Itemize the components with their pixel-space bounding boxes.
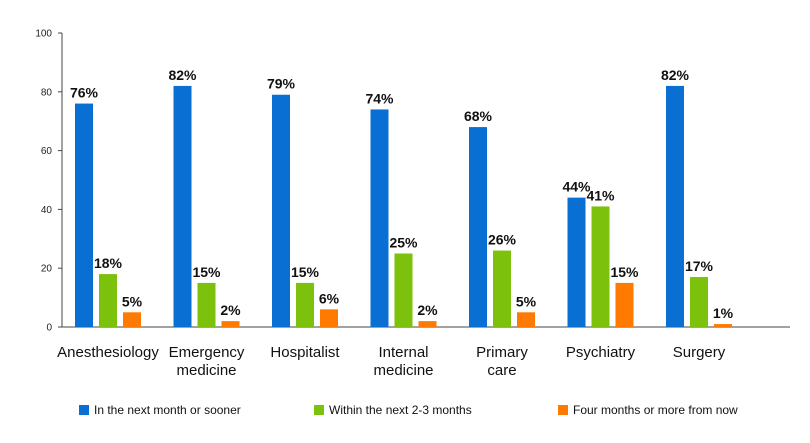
bar	[517, 312, 535, 327]
bars	[75, 85, 732, 328]
bar	[320, 309, 338, 327]
bar	[370, 109, 389, 327]
category-label: Primary care	[476, 344, 528, 379]
bar	[197, 282, 216, 327]
category-label: Hospitalist	[270, 344, 340, 361]
data-label: 5%	[122, 293, 143, 309]
data-label: 5%	[516, 293, 537, 309]
y-tick-label: 60	[41, 146, 53, 157]
y-tick-label: 40	[41, 205, 53, 216]
bar	[173, 85, 192, 327]
data-label: 17%	[685, 258, 714, 274]
bar	[394, 253, 413, 327]
data-label: 76%	[70, 85, 99, 101]
bar	[469, 127, 487, 327]
bar	[296, 282, 314, 327]
bar	[690, 277, 708, 327]
category-label: Anesthesiology	[57, 344, 159, 361]
data-label: 44%	[562, 179, 591, 195]
category-label: Psychiatry	[566, 344, 636, 361]
y-axis-ticks: 0 20 40 60 80 100	[35, 29, 62, 334]
category-label: Emergency medicine	[169, 344, 245, 379]
data-label: 15%	[610, 264, 639, 280]
bar	[567, 197, 586, 327]
legend-swatch	[79, 405, 89, 415]
data-label: 82%	[168, 67, 197, 83]
legend-swatch	[558, 405, 568, 415]
data-label: 82%	[661, 67, 690, 83]
category-labels: Anesthesiology Emergency medicine Hospitali…	[57, 344, 726, 379]
y-tick-label: 20	[41, 264, 53, 275]
data-label: 25%	[389, 235, 418, 251]
data-labels: 76% 18% 5% 82% 15% 2% 79% 15% 6% 74% 25% 2% 68% 26% 5%…	[70, 67, 734, 321]
data-label: 79%	[267, 76, 296, 92]
bar	[615, 282, 634, 327]
category-label: Surgery	[673, 344, 726, 361]
y-tick-label: 80	[41, 87, 53, 98]
data-label: 15%	[291, 264, 320, 280]
bar	[272, 94, 290, 328]
data-label: 15%	[192, 264, 221, 280]
data-label: 68%	[464, 108, 493, 124]
data-label: 26%	[488, 232, 517, 248]
bar	[591, 206, 610, 327]
y-tick-label: 0	[46, 323, 52, 334]
legend: In the next month or sooner Within the ne…	[79, 403, 738, 417]
bar	[99, 274, 117, 327]
data-label: 2%	[417, 302, 438, 318]
category-label: Internal medicine	[373, 344, 433, 379]
data-label: 41%	[586, 187, 615, 203]
legend-label: In the next month or sooner	[94, 403, 241, 417]
bar	[221, 321, 240, 327]
legend-swatch	[314, 405, 324, 415]
data-label: 74%	[365, 90, 394, 106]
bar	[493, 250, 511, 327]
bar	[714, 324, 732, 327]
data-label: 6%	[319, 290, 340, 306]
bar	[75, 103, 93, 327]
bar	[666, 85, 684, 327]
bar	[123, 312, 141, 327]
legend-label: Within the next 2-3 months	[329, 403, 472, 417]
bar	[418, 321, 437, 327]
data-label: 1%	[713, 305, 734, 321]
data-label: 2%	[220, 302, 241, 318]
legend-label: Four months or more from now	[573, 403, 738, 417]
data-label: 18%	[94, 255, 123, 271]
y-tick-label: 100	[35, 29, 52, 40]
